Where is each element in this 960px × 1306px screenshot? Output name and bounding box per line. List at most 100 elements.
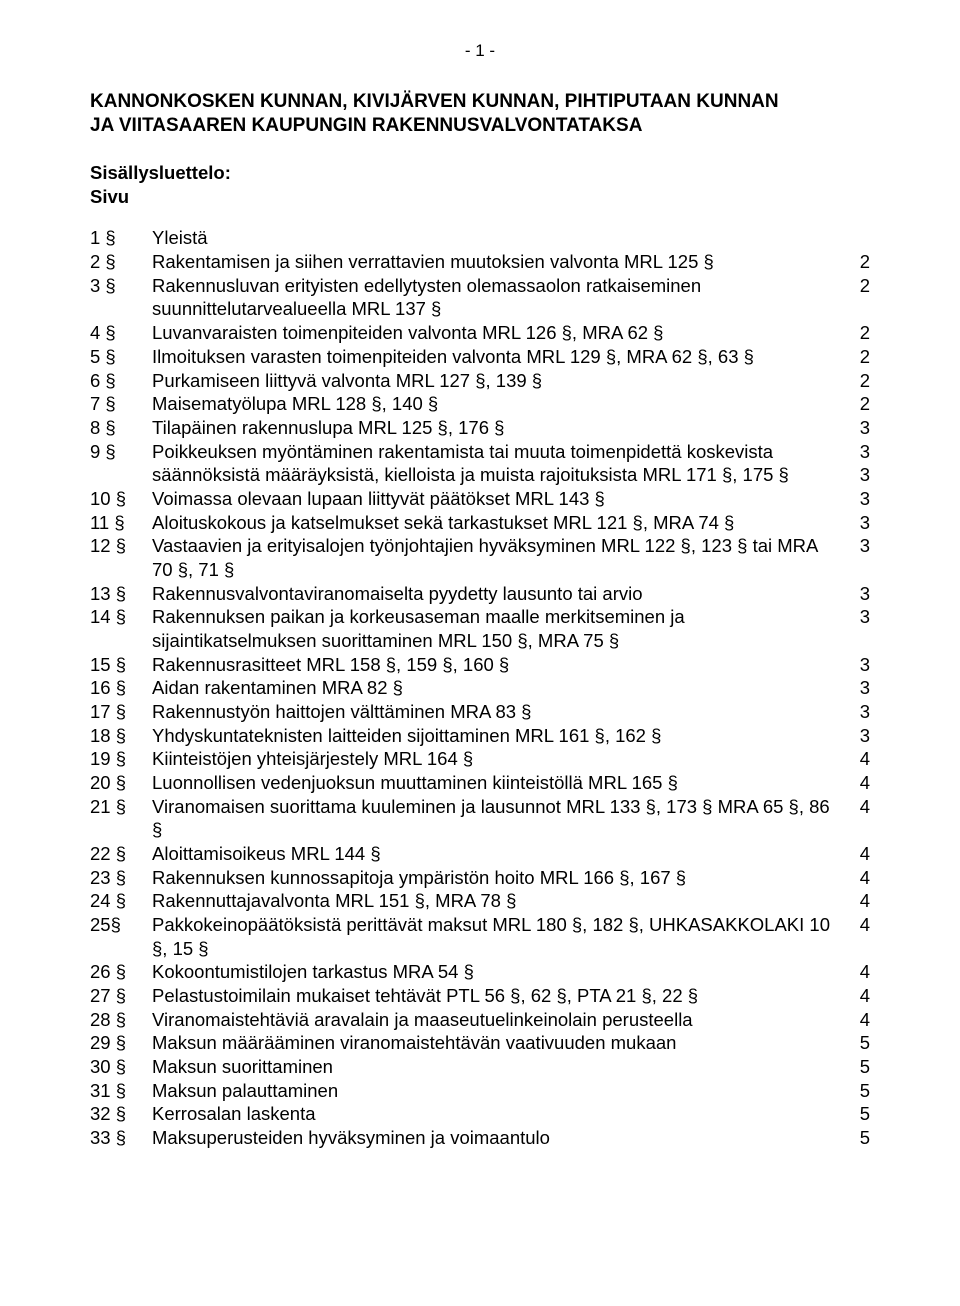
toc-section-number: 24 § xyxy=(90,889,152,913)
toc-page-number: 2 xyxy=(842,321,870,345)
toc-row: 17 §Rakennustyön haittojen välttäminen M… xyxy=(90,700,870,724)
page-number: - 1 - xyxy=(90,40,870,62)
toc-label: Rakennuttajavalvonta MRL 151 §, MRA 78 § xyxy=(152,889,842,913)
toc-row: 33 §Maksuperusteiden hyväksyminen ja voi… xyxy=(90,1126,870,1150)
toc-row: 19 §Kiinteistöjen yhteisjärjestely MRL 1… xyxy=(90,747,870,771)
toc-page-number: 4 xyxy=(842,960,870,984)
toc-label: Luvanvaraisten toimenpiteiden valvonta M… xyxy=(152,321,842,345)
toc-section-number: 7 § xyxy=(90,392,152,416)
toc-row: 8 §Tilapäinen rakennuslupa MRL 125 §, 17… xyxy=(90,416,870,440)
toc-page-number: 5 xyxy=(842,1126,870,1150)
toc-page-number: 2 xyxy=(842,250,870,274)
toc-row: 11 §Aloituskokous ja katselmukset sekä t… xyxy=(90,511,870,535)
document-title: KANNONKOSKEN KUNNAN, KIVIJÄRVEN KUNNAN, … xyxy=(90,90,870,139)
toc-section-number: 17 § xyxy=(90,700,152,724)
toc-page-number: 4 xyxy=(842,795,870,819)
toc-label: Purkamiseen liittyvä valvonta MRL 127 §,… xyxy=(152,369,842,393)
toc-page-number: 3 3 xyxy=(842,440,870,487)
toc-page-number: 3 xyxy=(842,511,870,535)
toc-label: Pelastustoimilain mukaiset tehtävät PTL … xyxy=(152,984,842,1008)
toc-row: 15 §Rakennusrasitteet MRL 158 §, 159 §, … xyxy=(90,653,870,677)
toc-section-number: 30 § xyxy=(90,1055,152,1079)
toc-label: Yleistä xyxy=(152,226,842,250)
toc-label: Luonnollisen vedenjuoksun muuttaminen ki… xyxy=(152,771,842,795)
toc-row: 3 §Rakennusluvan erityisten edellytysten… xyxy=(90,274,870,321)
toc-row: 32 §Kerrosalan laskenta5 xyxy=(90,1102,870,1126)
toc-row: 14 §Rakennuksen paikan ja korkeusaseman … xyxy=(90,605,870,652)
toc-page-number: 4 xyxy=(842,842,870,866)
toc-row: 10 §Voimassa olevaan lupaan liittyvät pä… xyxy=(90,487,870,511)
toc-row: 13 §Rakennusvalvontaviranomaiselta pyyde… xyxy=(90,582,870,606)
toc-section-number: 27 § xyxy=(90,984,152,1008)
toc-row: 12 §Vastaavien ja erityisalojen työnjoht… xyxy=(90,534,870,581)
toc-section-number: 15 § xyxy=(90,653,152,677)
toc-page-number: 2 xyxy=(842,345,870,369)
toc-row: 7 §Maisematyölupa MRL 128 §, 140 §2 xyxy=(90,392,870,416)
toc-page-number: 2 xyxy=(842,392,870,416)
toc-row: 27 §Pelastustoimilain mukaiset tehtävät … xyxy=(90,984,870,1008)
toc-row: 6 §Purkamiseen liittyvä valvonta MRL 127… xyxy=(90,369,870,393)
toc-page-number: 3 xyxy=(842,676,870,700)
toc-page-number: 3 xyxy=(842,605,870,629)
toc-label: Aidan rakentaminen MRA 82 § xyxy=(152,676,842,700)
toc-row: 21 §Viranomaisen suorittama kuuleminen j… xyxy=(90,795,870,842)
toc-section-number: 2 § xyxy=(90,250,152,274)
toc-page-number: 4 xyxy=(842,913,870,937)
toc-page-number: 5 xyxy=(842,1079,870,1103)
toc-page-number: 4 xyxy=(842,747,870,771)
toc-page-number: 2 xyxy=(842,274,870,298)
toc-section-number: 9 § xyxy=(90,440,152,464)
toc-page-number: 3 xyxy=(842,700,870,724)
toc-label: Rakennuksen paikan ja korkeusaseman maal… xyxy=(152,605,842,652)
toc-section-number: 33 § xyxy=(90,1126,152,1150)
toc-label: Poikkeuksen myöntäminen rakentamista tai… xyxy=(152,440,842,487)
toc-row: 22 §Aloittamisoikeus MRL 144 §4 xyxy=(90,842,870,866)
toc-row: 4 §Luvanvaraisten toimenpiteiden valvont… xyxy=(90,321,870,345)
toc-label: Aloituskokous ja katselmukset sekä tarka… xyxy=(152,511,842,535)
toc-section-number: 5 § xyxy=(90,345,152,369)
toc-page-number: 3 xyxy=(842,653,870,677)
toc-page-number: 4 xyxy=(842,984,870,1008)
toc-label: Kerrosalan laskenta xyxy=(152,1102,842,1126)
toc-label: Maksun määrääminen viranomaistehtävän va… xyxy=(152,1031,842,1055)
toc-page-number: 3 xyxy=(842,534,870,558)
toc-label: Voimassa olevaan lupaan liittyvät päätök… xyxy=(152,487,842,511)
toc-row: 18 §Yhdyskuntateknisten laitteiden sijoi… xyxy=(90,724,870,748)
toc-section-number: 19 § xyxy=(90,747,152,771)
toc-page-number: 3 xyxy=(842,582,870,606)
toc-row: 25§Pakkokeinopäätöksistä perittävät maks… xyxy=(90,913,870,960)
toc-row: 29 §Maksun määrääminen viranomaistehtävä… xyxy=(90,1031,870,1055)
toc-page-number: 2 xyxy=(842,369,870,393)
toc-label: Rakennusrasitteet MRL 158 §, 159 §, 160 … xyxy=(152,653,842,677)
toc-label: Ilmoituksen varasten toimenpiteiden valv… xyxy=(152,345,842,369)
toc-page-number: 3 xyxy=(842,487,870,511)
toc-row: 23 §Rakennuksen kunnossapitoja ympäristö… xyxy=(90,866,870,890)
toc-label: Maksun suorittaminen xyxy=(152,1055,842,1079)
toc-page-number: 4 xyxy=(842,866,870,890)
toc-row: 31 §Maksun palauttaminen5 xyxy=(90,1079,870,1103)
toc-section-number: 20 § xyxy=(90,771,152,795)
toc-section-number: 8 § xyxy=(90,416,152,440)
toc-page-number: 5 xyxy=(842,1031,870,1055)
document-page: - 1 - KANNONKOSKEN KUNNAN, KIVIJÄRVEN KU… xyxy=(0,0,960,1306)
toc-label: Kiinteistöjen yhteisjärjestely MRL 164 § xyxy=(152,747,842,771)
toc-section-number: 18 § xyxy=(90,724,152,748)
toc-label: Tilapäinen rakennuslupa MRL 125 §, 176 § xyxy=(152,416,842,440)
toc-page-number: 4 xyxy=(842,889,870,913)
toc-section-number: 31 § xyxy=(90,1079,152,1103)
toc-page-number: 3 xyxy=(842,724,870,748)
toc-row: 20 §Luonnollisen vedenjuoksun muuttamine… xyxy=(90,771,870,795)
toc-heading: Sisällysluettelo: xyxy=(90,161,870,185)
toc-row: 16 §Aidan rakentaminen MRA 82 §3 xyxy=(90,676,870,700)
toc-section-number: 6 § xyxy=(90,369,152,393)
toc-label: Maisematyölupa MRL 128 §, 140 § xyxy=(152,392,842,416)
title-line-2: JA VIITASAAREN KAUPUNGIN RAKENNUSVALVONT… xyxy=(90,114,870,139)
toc-label: Pakkokeinopäätöksistä perittävät maksut … xyxy=(152,913,842,960)
toc-row: 28 §Viranomaistehtäviä aravalain ja maas… xyxy=(90,1008,870,1032)
toc-label: Rakentamisen ja siihen verrattavien muut… xyxy=(152,250,842,274)
toc-section-number: 3 § xyxy=(90,274,152,298)
toc-section-number: 11 § xyxy=(90,511,152,535)
toc-label: Maksun palauttaminen xyxy=(152,1079,842,1103)
toc-section-number: 21 § xyxy=(90,795,152,819)
toc-label: Kokoontumistilojen tarkastus MRA 54 § xyxy=(152,960,842,984)
